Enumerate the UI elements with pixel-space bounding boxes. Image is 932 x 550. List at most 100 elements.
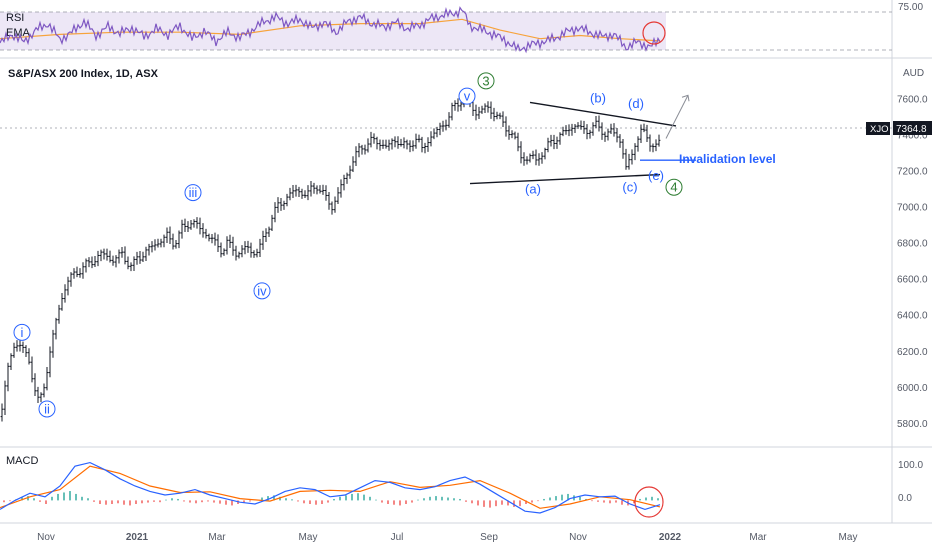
macd-hist-bar bbox=[321, 500, 323, 504]
macd-hist-bar bbox=[303, 500, 305, 504]
wave-label: i bbox=[21, 325, 24, 340]
price-tick-label: 6000.0 bbox=[897, 383, 928, 394]
macd-hist-bar bbox=[135, 500, 137, 504]
triangle-trendline bbox=[529, 101, 677, 127]
macd-hist-bar bbox=[351, 493, 353, 501]
macd-hist-bar bbox=[531, 500, 533, 503]
wave-label-circle bbox=[13, 323, 31, 341]
trendlines bbox=[469, 94, 696, 185]
time-tick-label: Jul bbox=[391, 532, 404, 543]
macd-hist-bar bbox=[141, 500, 143, 504]
last-price-text: 7364.8 bbox=[896, 124, 927, 135]
macd-hist-bar bbox=[327, 500, 329, 503]
symbol-badge[interactable] bbox=[866, 122, 890, 135]
macd-hist-bar bbox=[99, 500, 101, 504]
macd-hist-bar bbox=[357, 493, 359, 501]
macd-hist-bar bbox=[267, 496, 269, 501]
macd-highlight-circle bbox=[634, 486, 664, 518]
macd-hist-bar bbox=[45, 500, 47, 504]
wave-label: ii bbox=[44, 401, 50, 416]
macd-hist-bar bbox=[657, 498, 659, 501]
time-tick-label: Nov bbox=[569, 532, 587, 543]
macd-hist-bar bbox=[513, 500, 515, 507]
macd-label: MACD bbox=[6, 455, 38, 467]
macd-hist-bar bbox=[297, 500, 299, 502]
macd-tick-0: 0.0 bbox=[898, 493, 912, 504]
macd-hist-bar bbox=[567, 493, 569, 501]
macd-hist-bar bbox=[441, 496, 443, 501]
macd-hist-bar bbox=[471, 500, 473, 504]
macd-hist-bar bbox=[51, 496, 53, 501]
macd-hist-bar bbox=[213, 500, 215, 503]
wave-label-circle bbox=[253, 282, 271, 300]
macd-hist-bar bbox=[123, 500, 125, 505]
macd-hist-bar bbox=[153, 500, 155, 502]
macd-hist-bar bbox=[459, 498, 461, 501]
macd-hist-bar bbox=[651, 496, 653, 501]
macd-hist-bar bbox=[537, 500, 539, 502]
macd-hist-bar bbox=[363, 494, 365, 501]
macd-hist-bar bbox=[87, 498, 89, 501]
macd-hist-bar bbox=[597, 500, 599, 502]
macd-hist-bar bbox=[609, 500, 611, 504]
macd-hist-bar bbox=[111, 500, 113, 504]
macd-hist-bar bbox=[393, 500, 395, 505]
wave-label: (a) bbox=[525, 181, 541, 196]
macd-hist-bar bbox=[489, 500, 491, 508]
macd-hist-bar bbox=[279, 496, 281, 501]
last-price-badge bbox=[893, 121, 932, 135]
macd-hist-bar bbox=[339, 496, 341, 501]
macd-hist-bar bbox=[519, 500, 521, 507]
macd-hist-bar bbox=[39, 500, 41, 502]
price-tick-label: 7200.0 bbox=[897, 166, 928, 177]
macd-hist-bar bbox=[387, 500, 389, 504]
macd-hist-bar bbox=[165, 499, 167, 501]
macd-hist-bar bbox=[561, 494, 563, 501]
time-tick-label: Sep bbox=[480, 532, 498, 543]
macd-hist-bar bbox=[369, 496, 371, 501]
macd-hist-bar bbox=[177, 498, 179, 501]
price-tick-label: 5800.0 bbox=[897, 419, 928, 430]
ohlc-bars bbox=[0, 90, 661, 422]
macd-hist-bar bbox=[591, 500, 593, 502]
rsi-pane: RSI EMA 75.00 bbox=[0, 2, 923, 54]
macd-hist-bar bbox=[579, 496, 581, 501]
macd-hist-bar bbox=[399, 500, 401, 506]
macd-hist-bar bbox=[129, 500, 131, 506]
macd-hist-bar bbox=[633, 500, 635, 504]
macd-hist-bar bbox=[147, 500, 149, 503]
macd-hist-bar bbox=[603, 500, 605, 503]
macd-hist-bar bbox=[309, 500, 311, 504]
macd-signal-line bbox=[0, 465, 661, 509]
macd-tick-100: 100.0 bbox=[898, 460, 923, 471]
macd-hist-bar bbox=[507, 500, 509, 506]
macd-hist-bar bbox=[405, 500, 407, 504]
time-tick-label: Nov bbox=[37, 532, 55, 543]
currency-label: AUD bbox=[903, 68, 924, 79]
price-tick-label: 7600.0 bbox=[897, 94, 928, 105]
macd-hist-bar bbox=[171, 498, 173, 501]
rsi-highlight-circle bbox=[642, 21, 666, 45]
macd-hist-bar bbox=[207, 500, 209, 502]
macd-hist-bar bbox=[483, 500, 485, 507]
rsi-label: RSI bbox=[6, 12, 24, 24]
macd-hist-bar bbox=[105, 500, 107, 505]
wave-label-circle bbox=[477, 72, 495, 90]
macd-hist-bar bbox=[33, 498, 35, 501]
macd-hist-bar bbox=[249, 500, 251, 502]
macd-hist-bar bbox=[645, 497, 647, 501]
wave-label-circle bbox=[184, 184, 202, 202]
macd-hist-bar bbox=[63, 492, 65, 501]
triangle-trendline bbox=[469, 173, 661, 185]
macd-hist-bar bbox=[3, 500, 5, 503]
macd-hist-bar bbox=[159, 500, 161, 503]
macd-hist-bar bbox=[381, 500, 383, 503]
macd-hist-bar bbox=[465, 500, 467, 502]
time-tick-label: 2022 bbox=[659, 532, 682, 543]
macd-hist-bar bbox=[429, 496, 431, 501]
price-tick-label: 7000.0 bbox=[897, 203, 928, 214]
wave-label-circle bbox=[665, 178, 683, 196]
